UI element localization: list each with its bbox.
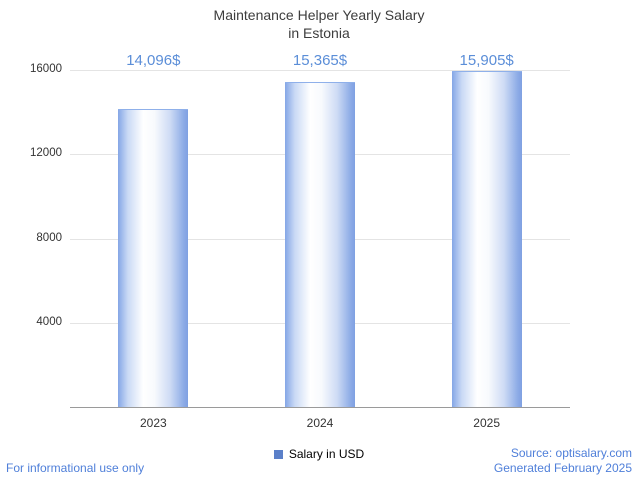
x-tick-label-2025: 2025 [473, 416, 500, 430]
chart-legend: Salary in USD [0, 447, 638, 461]
bar-2024 [285, 82, 355, 407]
legend-marker-icon [273, 449, 283, 459]
chart-title-line1: Maintenance Helper Yearly Salary [213, 7, 425, 23]
footer-source-block: Source: optisalary.com Generated Februar… [494, 446, 632, 476]
chart-title: Maintenance Helper Yearly Salary in Esto… [0, 6, 638, 42]
bar-2025 [451, 71, 522, 407]
y-tick-label-8000: 8000 [36, 231, 62, 244]
gridline-16000 [70, 70, 570, 71]
x-tick-label-2024: 2024 [306, 416, 334, 430]
y-tick-label-16000: 16000 [30, 63, 62, 75]
plot-area [70, 70, 570, 408]
value-label-2023: 14,096$ [126, 52, 181, 69]
source-link[interactable]: Source: optisalary.com [510, 446, 632, 460]
legend-label: Salary in USD [288, 447, 365, 461]
bar-2023 [118, 109, 189, 407]
value-label-2025: 15,905$ [459, 52, 514, 69]
value-label-2024: 15,365$ [292, 52, 348, 69]
y-tick-label-12000: 12000 [30, 147, 62, 160]
footer-disclaimer: For informational use only [6, 461, 145, 475]
generated-date: Generated February 2025 [493, 461, 632, 475]
chart-title-line2: in Estonia [288, 25, 350, 42]
x-tick-label-2023: 2023 [139, 416, 167, 430]
y-tick-label-4000: 4000 [36, 315, 62, 328]
